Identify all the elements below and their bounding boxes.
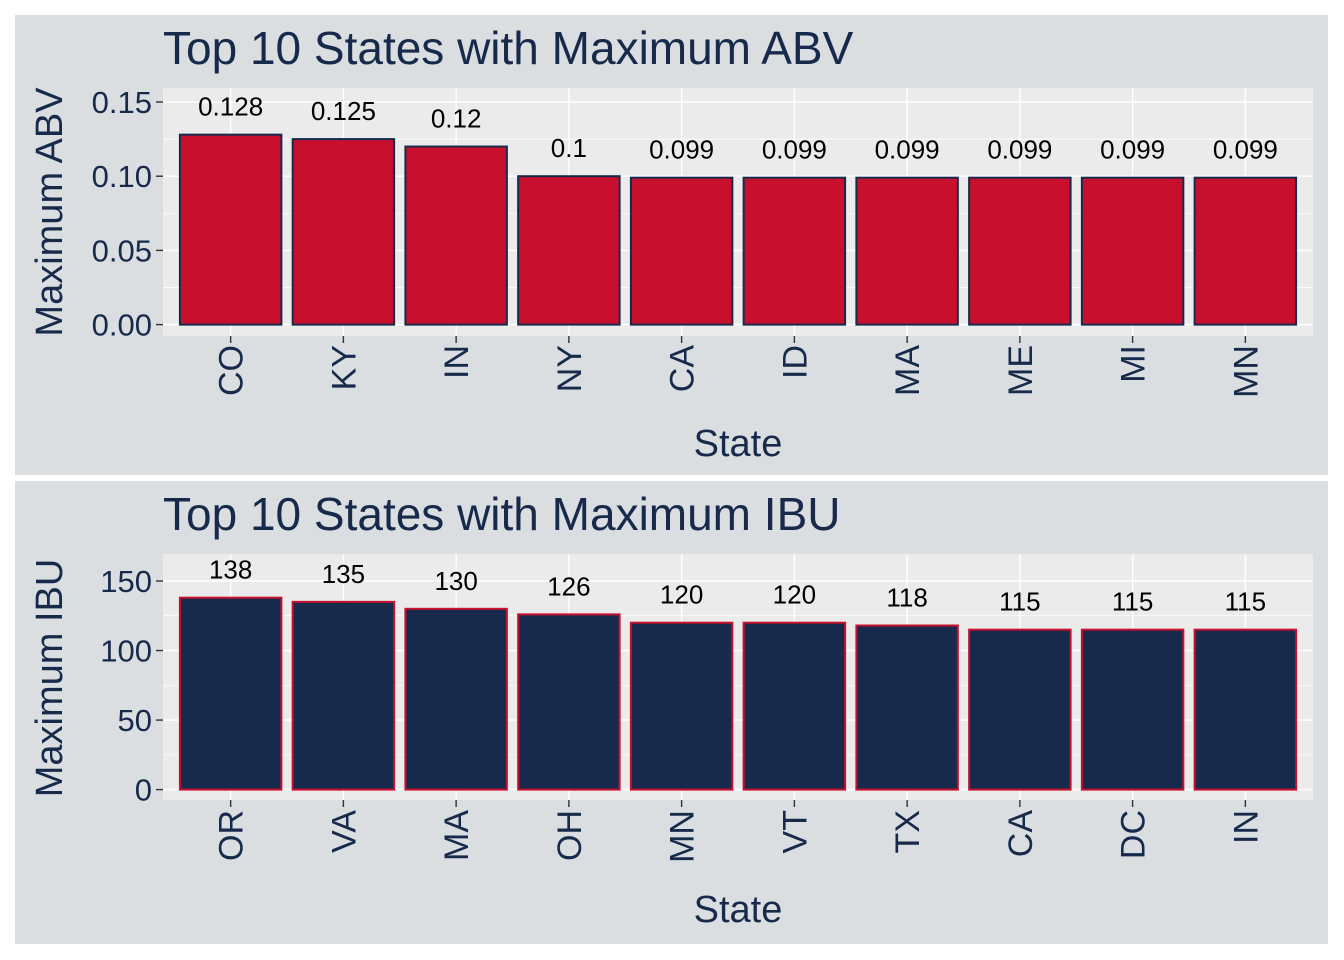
abv-data-label: 0.1 (551, 133, 587, 163)
abv-data-label: 0.099 (762, 135, 827, 165)
abv-bar-ma (855, 176, 959, 326)
abv-bar-ny (517, 175, 621, 326)
ibu-x-tick-label: DC (1115, 810, 1153, 859)
ibu-bar-vt (742, 621, 847, 791)
abv-x-axis: CO KY IN NY CA ID MA ME MI MN (213, 336, 1265, 398)
ibu-x-tick-label: VA (325, 810, 363, 853)
abv-bar-in (404, 145, 508, 326)
ibu-data-label: 115 (1112, 587, 1153, 617)
ibu-x-axis-title: State (694, 889, 783, 931)
ibu-x-tick-label: OR (213, 810, 251, 861)
y-tick-label: 150 (100, 564, 152, 599)
y-tick-label: 0.05 (92, 233, 152, 268)
ibu-data-label: 115 (1225, 587, 1266, 617)
ibu-data-label: 120 (773, 580, 816, 610)
abv-data-label: 0.099 (1213, 135, 1278, 165)
ibu-bar-tx (855, 624, 959, 791)
abv-x-tick-label: MN (1227, 345, 1265, 398)
ibu-bar-va (291, 600, 396, 791)
abv-bar-ca (629, 176, 734, 326)
abv-x-tick-label: MA (889, 345, 927, 396)
ibu-x-tick-label: VT (776, 810, 814, 853)
abv-bar-id (742, 176, 847, 326)
y-tick-label: 0.00 (92, 308, 152, 343)
abv-bar-ky (291, 138, 396, 326)
y-tick-label: 100 (100, 634, 152, 669)
ibu-data-label: 115 (999, 587, 1040, 617)
abv-bars (178, 133, 1298, 326)
y-tick-label: 0.15 (92, 85, 152, 120)
ibu-bar-or (178, 596, 283, 791)
ibu-x-tick-label: MN (664, 810, 702, 863)
y-tick-label: 0.10 (92, 159, 152, 194)
y-tick-label: 0 (135, 773, 152, 808)
ibu-data-label: 138 (209, 555, 252, 585)
abv-data-label: 0.099 (987, 135, 1052, 165)
y-tick-label: 50 (118, 703, 152, 738)
abv-y-axis: 0.00 0.05 0.10 0.15 (92, 85, 163, 343)
ibu-y-axis-title: Maximum IBU (29, 559, 71, 798)
ibu-x-axis: OR VA MA OH MN VT TX CA DC IN (213, 800, 1265, 863)
ibu-bar-ca (968, 628, 1072, 791)
abv-data-label: 0.12 (431, 104, 482, 134)
ibu-bar-mn (629, 621, 734, 791)
ibu-x-tick-label: MA (438, 810, 476, 861)
abv-chart-title: Top 10 States with Maximum ABV (163, 22, 854, 74)
abv-data-label: 0.099 (875, 135, 940, 165)
abv-data-label: 0.099 (1100, 135, 1165, 165)
abv-data-labels: 0.128 0.125 0.12 0.1 0.099 0.099 0.099 0.099 0.0… (198, 92, 1278, 165)
ibu-bar-dc (1080, 628, 1185, 791)
abv-bar-mn (1193, 176, 1298, 326)
ibu-chart-panel: 138 135 130 126 120 120 118 115 115 115 0 50 100 150… (15, 481, 1328, 944)
ibu-x-tick-label: OH (551, 810, 589, 861)
ibu-data-label: 126 (547, 571, 590, 601)
abv-data-label: 0.099 (649, 135, 714, 165)
abv-x-tick-label: ME (1002, 345, 1040, 396)
abv-x-tick-label: CA (664, 345, 702, 393)
ibu-bar-ma (404, 607, 508, 791)
abv-y-axis-title: Maximum ABV (29, 87, 71, 337)
ibu-chart-title: Top 10 States with Maximum IBU (163, 488, 840, 540)
abv-x-axis-title: State (694, 423, 783, 465)
ibu-bar-in (1193, 628, 1298, 791)
ibu-data-label: 120 (660, 580, 703, 610)
ibu-bars (178, 596, 1298, 791)
ibu-x-tick-label: CA (1002, 810, 1040, 858)
ibu-data-label: 130 (434, 566, 477, 596)
abv-chart-panel: 0.128 0.125 0.12 0.1 0.099 0.099 0.099 0.099 0.0… (15, 15, 1328, 475)
abv-x-tick-label: KY (325, 345, 363, 390)
abv-data-label: 0.128 (198, 92, 263, 122)
ibu-x-tick-label: IN (1227, 810, 1265, 844)
abv-bar-co (178, 133, 283, 326)
ibu-data-label: 118 (886, 583, 927, 613)
abv-x-tick-label: MI (1115, 345, 1153, 383)
abv-x-tick-label: IN (438, 345, 476, 379)
abv-x-tick-label: CO (213, 345, 251, 396)
abv-bar-me (968, 176, 1072, 326)
abv-x-tick-label: NY (551, 345, 589, 392)
abv-bar-mi (1080, 176, 1185, 326)
abv-x-tick-label: ID (776, 345, 814, 379)
ibu-x-tick-label: TX (889, 810, 927, 853)
ibu-data-label: 135 (322, 559, 365, 589)
abv-data-label: 0.125 (311, 96, 376, 126)
ibu-y-axis: 0 50 100 150 (100, 564, 163, 808)
ibu-data-labels: 138 135 130 126 120 120 118 115 115 115 (209, 555, 1266, 617)
ibu-bar-oh (517, 613, 621, 791)
